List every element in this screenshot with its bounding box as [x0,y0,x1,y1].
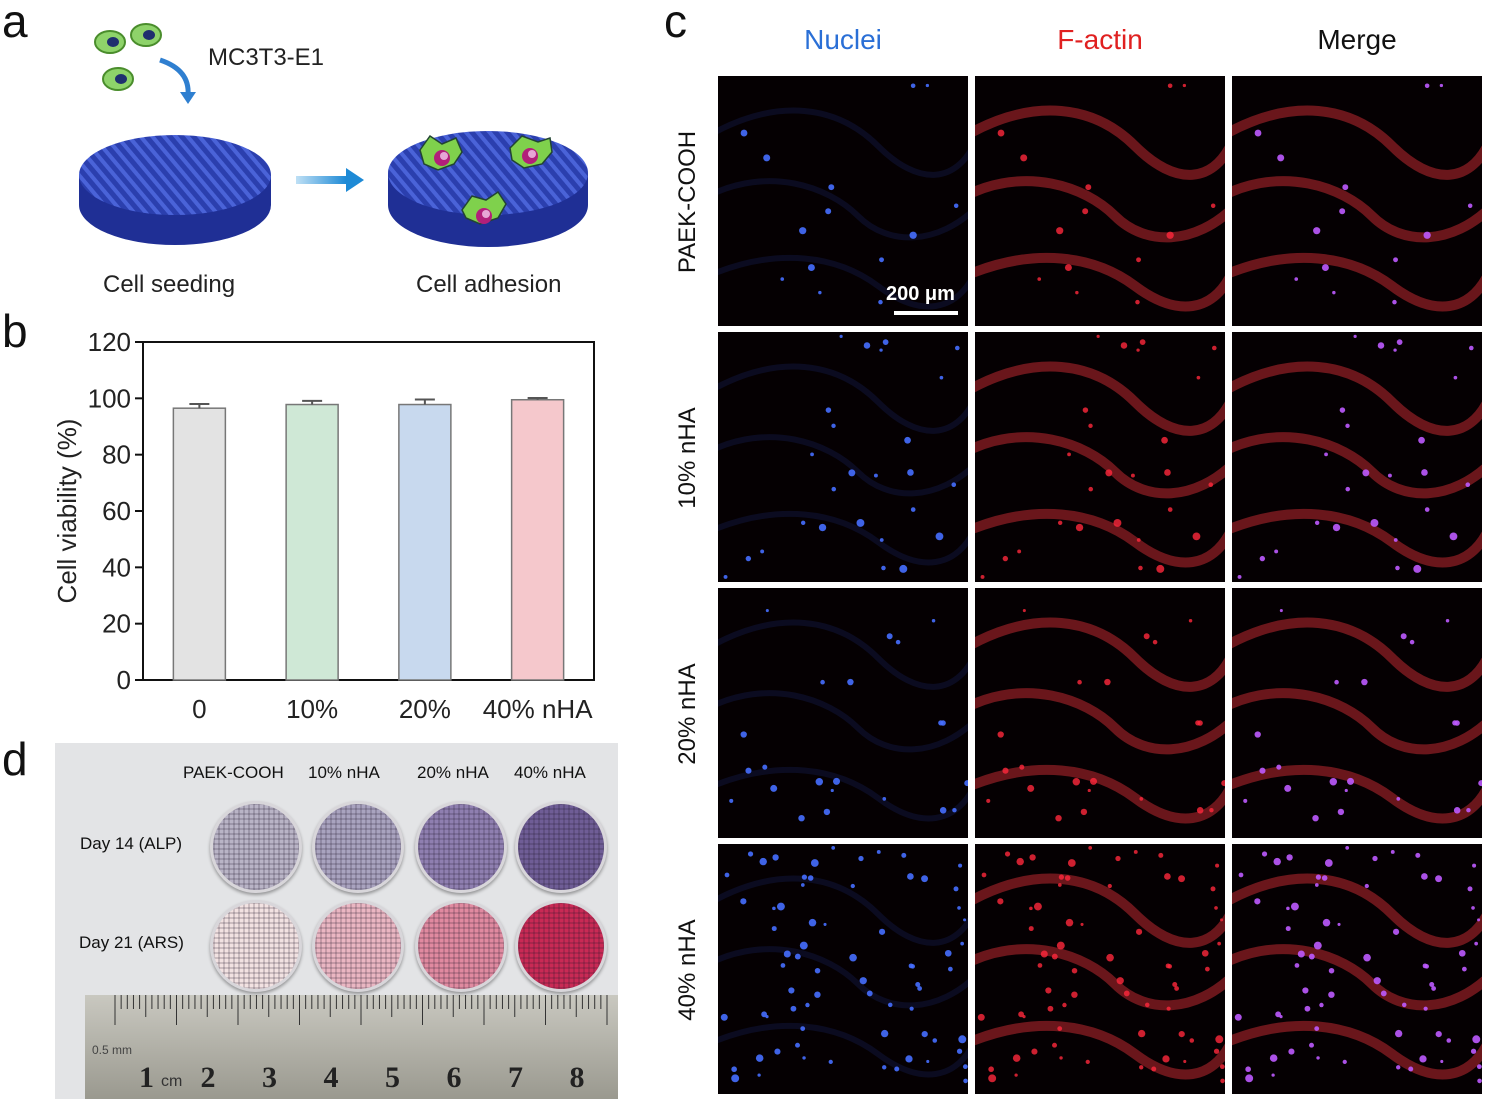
bar [172,407,227,681]
cell-adhesion-label: Cell adhesion [416,271,562,298]
scaffold-icon [79,135,271,245]
d-col-20-nha: 20% nHA [417,763,489,782]
ruler-icon [85,995,618,1099]
scaffold-with-cells-icon [388,131,588,247]
ruler-number: 6 [446,1061,462,1094]
micrograph-f-actin [975,76,1225,326]
process-arrow-icon [296,176,346,184]
d-col-40-nha: 40% nHA [514,763,586,782]
ars-disk [210,900,302,992]
ruler-number: 2 [200,1061,216,1094]
micrograph-nuclei [718,844,968,1094]
micrograph-merge [1232,332,1482,582]
micrograph-merge [1232,844,1482,1094]
ruler-number: 5 [385,1061,400,1094]
d-row-day21: Day 21 (ARS) [79,933,184,952]
y-tick-label: 40 [102,552,131,582]
alp-disk [515,801,607,893]
row-20-nha: 20% nHA [674,663,701,765]
d-col-paek-cooh: PAEK-COOH [183,763,284,782]
col-f-actin: F-actin [1057,24,1143,55]
x-tick-label: 40% nHA [483,694,593,720]
micrograph-merge [1232,588,1482,838]
cell-viability-chart: 0 20 40 60 80 100 120 Cell viability (%) 0 10% 20%… [52,327,595,720]
panel-a-letter: a [2,0,28,47]
bar [285,403,339,681]
scale-bar-label: 200 μm [886,283,955,305]
x-tick-label: 0 [192,694,206,720]
alp-disk [312,801,404,893]
d-row-day14: Day 14 (ALP) [80,834,183,853]
panel-b-letter: b [2,305,28,357]
ars-disk [415,900,507,992]
bar [510,398,565,681]
ruler-number: 1 [139,1061,154,1094]
panel-c-letter: c [664,0,687,47]
bar [398,403,452,681]
seed-cells-icon [94,23,162,91]
d-col-10-nha: 10% nHA [308,763,380,782]
micrograph-merge [1232,76,1482,326]
micrograph-nuclei [718,332,968,582]
y-tick-label: 20 [102,609,131,639]
panel-d-letter: d [2,733,28,785]
row-paek-cooh: PAEK-COOH [674,130,701,274]
y-tick-label: 100 [88,383,131,413]
ruler-number: 7 [508,1061,523,1094]
micrograph-f-actin [975,844,1225,1094]
micrograph-nuclei [718,76,968,326]
y-tick-label: 120 [88,327,131,357]
seed-arrow-icon [159,57,191,96]
y-tick-label: 80 [102,440,131,470]
scale-bar [894,311,958,315]
col-merge: Merge [1317,24,1397,55]
alp-disk [210,801,302,893]
cell-seeding-schematic [79,23,588,247]
ruler-half-mm: 0.5 mm [92,1043,133,1057]
y-tick-label: 0 [117,665,131,695]
ars-disk [312,900,404,992]
x-tick-label: 20% [399,694,451,720]
cell-line-label: MC3T3-E1 [208,44,325,71]
staining-photo: PAEK-COOH 10% nHA 20% nHA 40% nHA Day 14… [55,743,618,1099]
col-nuclei: Nuclei [804,24,882,55]
row-40-nha: 40% nHA [674,919,701,1021]
y-axis-label: Cell viability (%) [52,419,82,604]
micrograph-f-actin [975,332,1225,582]
cell-seeding-label: Cell seeding [103,271,236,298]
ruler-number: 4 [323,1061,339,1094]
row-10-nha: 10% nHA [674,407,701,509]
alp-disk [415,801,507,893]
ruler-cm-unit: cm [161,1073,183,1090]
micrograph-f-actin [975,588,1225,838]
ruler-number: 8 [569,1061,585,1094]
y-tick-label: 60 [102,496,131,526]
micrograph-nuclei [718,588,968,838]
ruler-number: 3 [262,1061,277,1094]
ars-disk [515,900,607,992]
x-tick-label: 10% [286,694,338,720]
